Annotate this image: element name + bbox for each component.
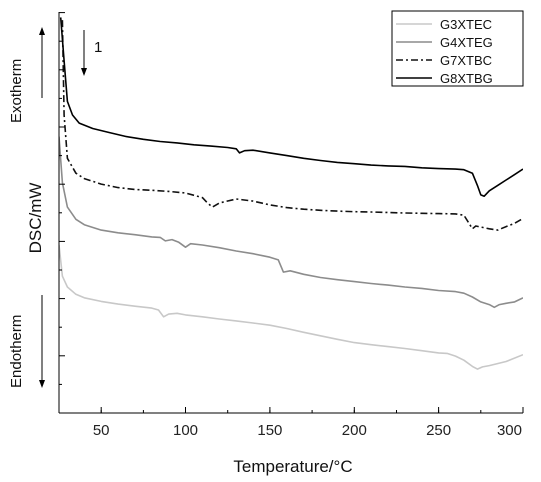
scan-arrowhead <box>81 68 87 76</box>
legend-label-g8xtbg: G8XTBG <box>440 71 493 86</box>
x-axis-title: Temperature/°C <box>233 457 352 476</box>
x-tick-label: 100 <box>173 422 198 439</box>
legend-label-g4xteg: G4XTEG <box>440 35 493 50</box>
series-line-g3xtec <box>59 244 523 370</box>
series-line-g4xteg <box>59 136 523 309</box>
x-tick-label: 200 <box>342 422 367 439</box>
endotherm-label: Endotherm <box>8 315 25 388</box>
y-axis-title: DSC/mW <box>26 183 45 254</box>
legend-label-g7xtbc: G7XTBC <box>440 53 492 68</box>
legend: G3XTEC G4XTEG G7XTBC G8XTBG <box>391 10 524 87</box>
scan-annotation: 1 <box>81 30 102 76</box>
x-tick-label: 250 <box>426 422 451 439</box>
legend-label-g3xtec: G3XTEC <box>440 17 492 32</box>
exotherm-indicator: Exotherm <box>8 27 45 123</box>
endotherm-arrowhead <box>39 380 45 388</box>
exotherm-label: Exotherm <box>8 59 25 123</box>
endotherm-indicator: Endotherm <box>8 295 45 388</box>
legend-items: G3XTEC G4XTEG G7XTBC G8XTBG <box>396 17 493 86</box>
exotherm-arrowhead <box>39 27 45 35</box>
series-line-g7xtbc <box>61 20 523 231</box>
axis-ticks: 50 100 150 200 250 300 <box>58 12 524 439</box>
x-tick-label: 300 <box>497 422 522 439</box>
scan-number-label: 1 <box>94 39 102 56</box>
series-layer <box>59 17 523 370</box>
x-tick-label: 50 <box>93 422 110 439</box>
x-tick-label: 150 <box>257 422 282 439</box>
series-line-g8xtbg <box>59 17 523 197</box>
